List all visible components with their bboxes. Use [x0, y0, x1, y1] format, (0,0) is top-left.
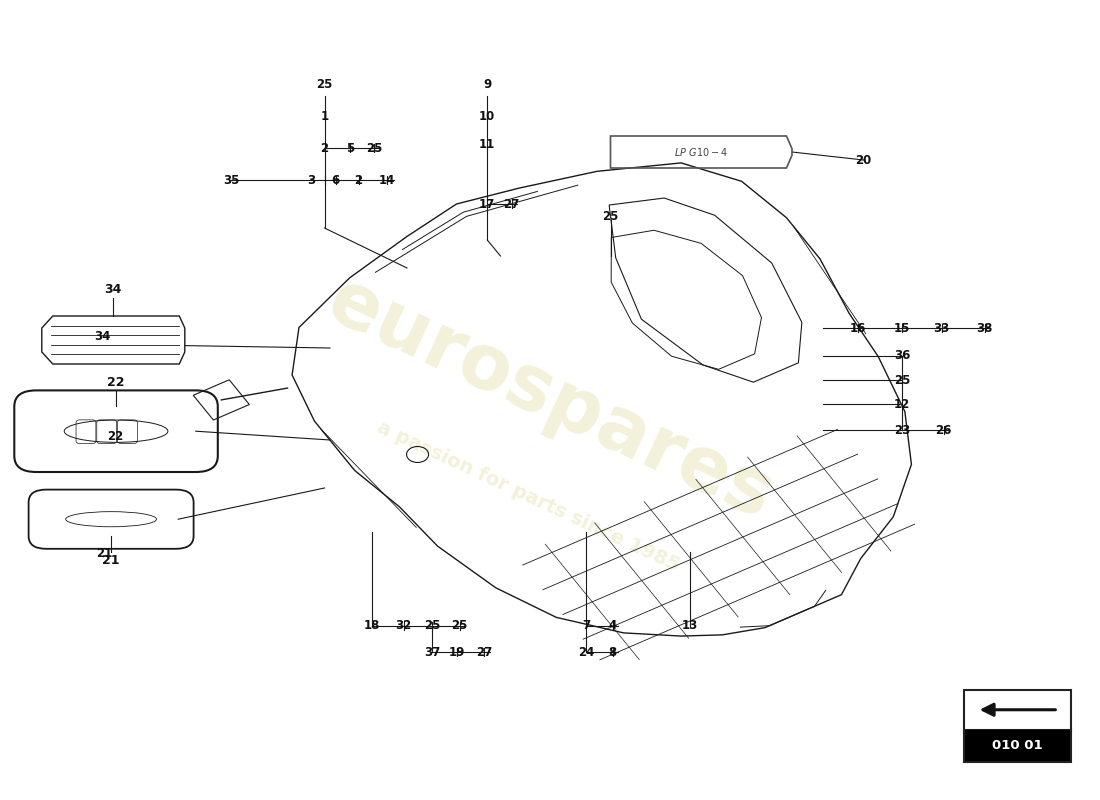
Text: 20: 20: [856, 154, 871, 166]
Text: 24: 24: [579, 646, 594, 658]
Text: 4: 4: [608, 619, 617, 632]
Text: 010 01: 010 01: [992, 739, 1043, 752]
Text: 34: 34: [104, 283, 122, 296]
Text: 12: 12: [894, 398, 910, 410]
Text: $\it{LP}$ $\it{G10-4}$: $\it{LP}$ $\it{G10-4}$: [674, 146, 728, 158]
Text: 16: 16: [850, 322, 866, 334]
Text: a passion for parts since 1985: a passion for parts since 1985: [374, 418, 682, 574]
Text: 17: 17: [480, 198, 495, 210]
Text: 25: 25: [317, 78, 332, 90]
Text: 33: 33: [934, 322, 949, 334]
Text: 18: 18: [364, 619, 380, 632]
FancyBboxPatch shape: [964, 690, 1071, 762]
Text: 2: 2: [354, 174, 363, 186]
Text: 6: 6: [331, 174, 340, 186]
Text: 21: 21: [102, 554, 120, 566]
Text: 36: 36: [894, 350, 910, 362]
Text: 25: 25: [452, 619, 468, 632]
Text: 23: 23: [894, 424, 910, 437]
Text: 11: 11: [480, 138, 495, 150]
Text: 25: 25: [366, 142, 382, 154]
Text: 34: 34: [95, 330, 110, 342]
FancyBboxPatch shape: [965, 730, 1070, 761]
Text: 27: 27: [476, 646, 492, 658]
Text: 27: 27: [504, 198, 519, 210]
Text: 5: 5: [345, 142, 354, 154]
Text: 22: 22: [108, 430, 123, 442]
Text: 35: 35: [223, 174, 239, 186]
Text: 1: 1: [320, 110, 329, 122]
Text: 15: 15: [894, 322, 910, 334]
Text: 37: 37: [425, 646, 440, 658]
Text: 38: 38: [977, 322, 992, 334]
Text: 9: 9: [483, 78, 492, 90]
Text: 3: 3: [307, 174, 316, 186]
Text: 19: 19: [449, 646, 464, 658]
Text: 13: 13: [682, 619, 697, 632]
Text: 21: 21: [97, 547, 112, 560]
Text: 32: 32: [396, 619, 411, 632]
Text: 25: 25: [425, 619, 440, 632]
Text: 25: 25: [894, 374, 910, 386]
Text: 2: 2: [320, 142, 329, 154]
Text: 8: 8: [608, 646, 617, 658]
Text: 25: 25: [603, 210, 618, 222]
Text: eurospares: eurospares: [316, 265, 784, 535]
Text: 7: 7: [582, 619, 591, 632]
Text: 14: 14: [379, 174, 395, 186]
Text: 10: 10: [480, 110, 495, 122]
Text: 22: 22: [108, 376, 124, 389]
Text: 26: 26: [936, 424, 952, 437]
